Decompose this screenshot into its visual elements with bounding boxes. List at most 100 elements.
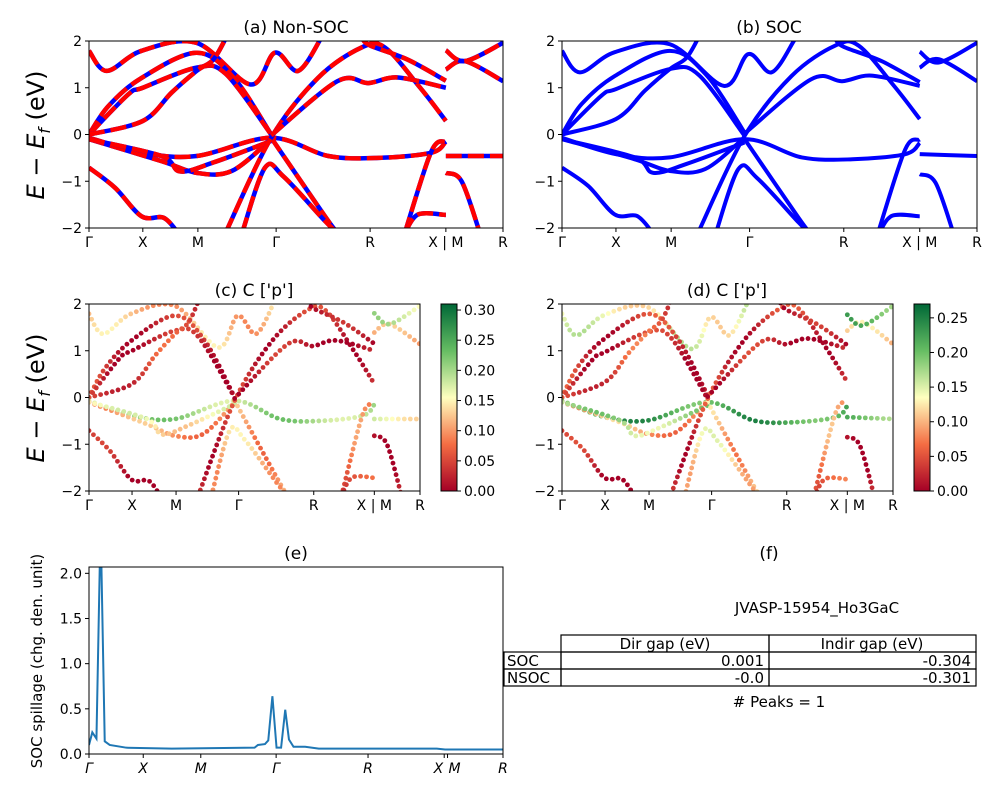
band-point [572, 368, 578, 374]
band-point [705, 394, 711, 399]
band-point [256, 369, 262, 375]
band-point [710, 410, 716, 416]
band-point [694, 376, 700, 382]
band-point [625, 425, 631, 431]
band-point [313, 307, 319, 313]
x-tick-label: Γ [558, 498, 566, 514]
band-line-dashed [89, 50, 274, 136]
band-point [568, 435, 574, 441]
band-point [339, 493, 344, 498]
band-point [204, 428, 210, 434]
band-point [844, 312, 850, 318]
band-point [343, 475, 349, 481]
panel-b-plot-area [562, 41, 977, 228]
x-tick-label: Γ [558, 235, 566, 251]
band-point [407, 416, 413, 422]
band-point [726, 333, 731, 338]
band-point [722, 447, 728, 453]
band-point [616, 364, 622, 370]
band-point [644, 430, 650, 436]
band-point [109, 326, 115, 332]
band-point [615, 343, 621, 348]
band-point [815, 479, 820, 485]
band-point [758, 419, 764, 425]
band-point [95, 436, 101, 442]
colorbar-tick-label: 0.15 [464, 394, 495, 410]
band-point [759, 338, 765, 344]
gap-table-panel: (f) JVASP-15954_Ho3GaC Dir gap (eV) Indi… [503, 544, 977, 711]
band-point [880, 416, 886, 422]
band-point [747, 481, 752, 487]
band-point [844, 414, 850, 420]
band-point [285, 493, 290, 498]
band-point [782, 420, 788, 426]
band-point [562, 311, 565, 317]
band-point [292, 418, 298, 424]
band-point [655, 425, 661, 431]
band-point [155, 417, 161, 423]
band-point [635, 313, 641, 319]
band-point [599, 472, 605, 478]
band-point [713, 385, 719, 391]
band-point [567, 378, 572, 384]
band-point [243, 419, 249, 425]
panel-b-title: (b) SOC [736, 18, 802, 38]
band-point [236, 398, 242, 404]
band-point [282, 324, 288, 329]
band-point [667, 432, 673, 438]
band-point [179, 326, 185, 332]
band-point [843, 341, 849, 347]
band-point [689, 465, 695, 471]
band-point [726, 452, 731, 458]
band-point [718, 324, 723, 330]
band-point [633, 433, 639, 439]
band-point [835, 404, 841, 410]
ylabel-part: (eV) [22, 71, 50, 129]
band-point [213, 420, 219, 426]
band-line [89, 165, 178, 228]
band-point [218, 431, 224, 437]
band-point [830, 355, 836, 361]
band-point [824, 416, 830, 422]
band-point [156, 304, 162, 307]
x-tick-label: R [839, 235, 849, 251]
band-point [604, 348, 610, 354]
band-point [839, 370, 845, 376]
band-point [264, 360, 270, 366]
band-point [565, 401, 571, 407]
band-point [287, 320, 293, 326]
band-point [729, 354, 735, 360]
band-point [278, 328, 284, 334]
band-point [223, 379, 229, 385]
y-tick-label: −1 [61, 174, 82, 190]
band-point [183, 424, 189, 430]
band-point [685, 446, 691, 452]
band-point [210, 487, 216, 491]
band-point [196, 493, 201, 498]
band-point [355, 429, 360, 435]
band-point [587, 349, 593, 355]
band-point [268, 356, 274, 362]
band-point [573, 439, 579, 445]
band-point [242, 399, 248, 405]
band-point [141, 342, 147, 348]
band-line [743, 73, 921, 136]
band-point [258, 326, 264, 332]
band-path [211, 427, 287, 496]
band-point [217, 416, 223, 422]
band-point [733, 324, 739, 330]
band-point [743, 476, 749, 482]
band-point [816, 473, 822, 479]
band-point [874, 415, 880, 421]
band-point [869, 318, 875, 324]
band-point [371, 402, 377, 408]
band-point [687, 440, 693, 446]
x-tick-label: M [665, 235, 677, 251]
band-point [214, 469, 220, 475]
band-point [371, 416, 377, 422]
band-point [833, 334, 839, 340]
band-point [111, 453, 117, 459]
band-point [183, 311, 189, 317]
band-point [721, 376, 727, 382]
band-point [816, 483, 822, 489]
